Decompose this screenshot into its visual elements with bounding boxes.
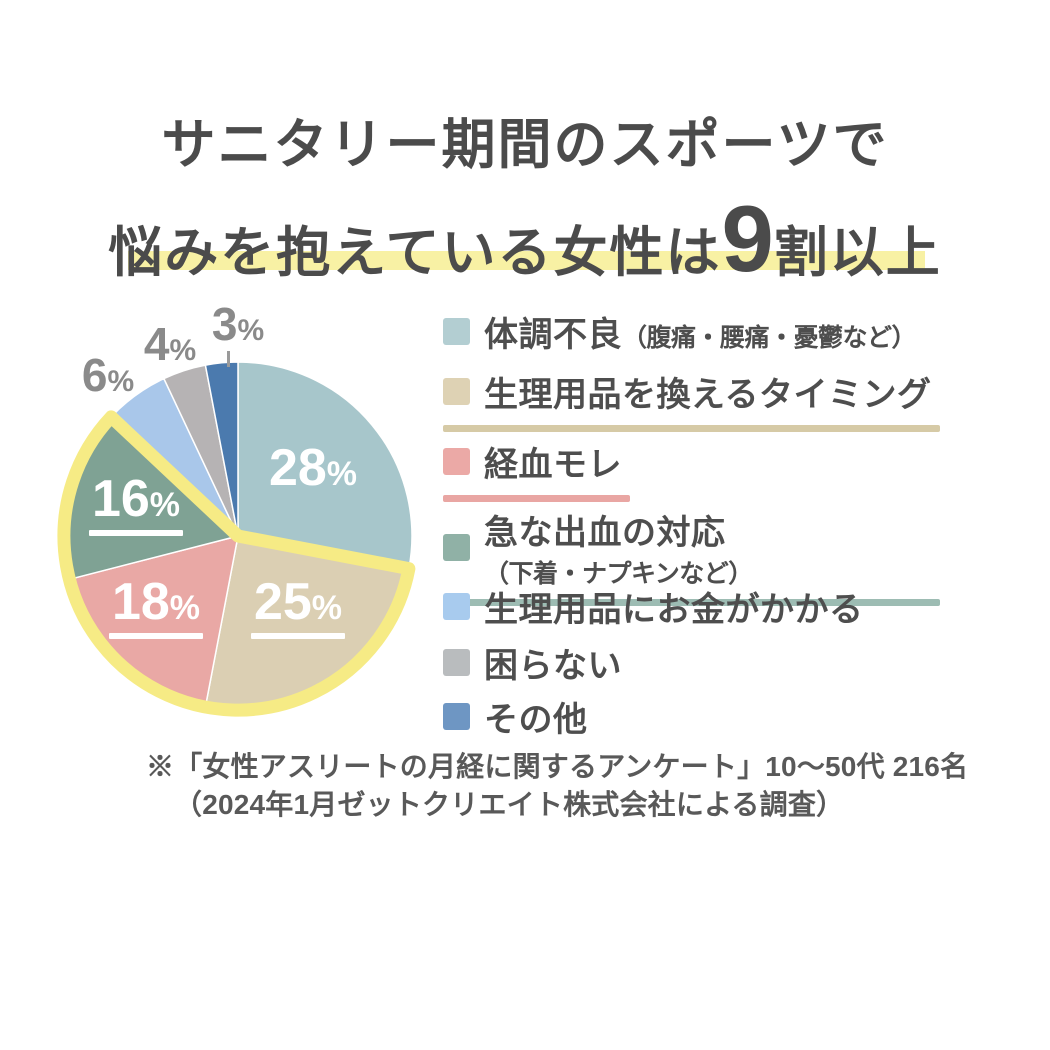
pie-label-value: 28 (268, 439, 327, 497)
pie-label-18: 18% (94, 576, 218, 639)
pie-label-value: 4 (143, 318, 170, 370)
legend-item-komaranai: 困らない (443, 638, 940, 687)
footnote: ※「女性アスリートの月経に関するアンケート」10〜50代 216名 （2024年… (146, 748, 968, 824)
legend-item-keiketsu-more: 経血モレ (443, 437, 940, 502)
percent-sign: % (149, 486, 181, 524)
legend-label: 体調不良 (484, 316, 622, 354)
percent-sign: % (169, 589, 201, 627)
legend-swatch (443, 534, 470, 561)
pie-label-underline (109, 633, 203, 639)
legend-label: その他 (484, 701, 588, 739)
legend-swatch (443, 593, 470, 620)
pie-label-underline (251, 633, 345, 639)
title: サニタリー期間のスポーツで 悩みを抱えている女性は9割以上 (0, 100, 1050, 286)
legend-label: 困らない (484, 647, 622, 685)
pie-slice-0 (237, 361, 413, 570)
footnote-line-2: （2024年1月ゼットクリエイト株式会社による調査） (174, 788, 845, 820)
title-line-1: サニタリー期間のスポーツで (161, 115, 889, 175)
legend-underline (443, 495, 630, 502)
pie-label-3: 3% (195, 301, 281, 347)
pie-label-4: 4% (127, 321, 213, 367)
percent-sign: % (169, 334, 197, 367)
legend-item-okane-ga-kakaru: 生理用品にお金がかかる (443, 582, 940, 631)
legend-swatch (443, 448, 470, 475)
percent-sign: % (311, 589, 343, 627)
legend-swatch (443, 318, 470, 345)
pie-label-25: 25% (236, 576, 360, 639)
pie-label-value: 3 (211, 298, 238, 350)
legend-item-kyuu-na-shukketsu: 急な出血の対応 （下着・ナプキンなど） (443, 505, 940, 606)
pie-slice-6 (204, 361, 239, 537)
pie-highlight-outline (57, 410, 416, 717)
legend-underline (443, 425, 940, 432)
legend-swatch (443, 378, 470, 405)
legend-swatch (443, 649, 470, 676)
pie-label-value: 16 (91, 470, 150, 528)
pie-label-16: 16% (74, 473, 198, 536)
pie-label-value: 25 (253, 573, 312, 631)
legend-item-seiriyouhin-timing: 生理用品を換えるタイミング (443, 367, 940, 432)
pie-label-value: 18 (111, 573, 170, 631)
title-highlight-bar (128, 251, 925, 270)
pie-label-underline (89, 530, 183, 536)
pie-label-28: 28% (251, 442, 375, 494)
legend-note: （腹痛・腰痛・憂鬱など） (622, 324, 917, 352)
percent-sign: % (107, 365, 135, 398)
percent-sign: % (237, 314, 265, 347)
percent-sign: % (326, 455, 358, 493)
legend-item-taichou-furyou: 体調不良（腹痛・腰痛・憂鬱など） (443, 307, 940, 356)
legend-label: 経血モレ (484, 446, 622, 484)
title-line-2-suffix: 割以上 (773, 223, 942, 283)
legend-underline (443, 599, 940, 606)
pie-label-value: 6 (81, 349, 108, 401)
legend-item-sonota: その他 (443, 692, 940, 741)
title-emphasis-number: 9 (721, 186, 774, 291)
title-line-2: 悩みを抱えている女性は9割以上 (0, 192, 1050, 286)
legend-label: 生理用品を換えるタイミング (484, 376, 932, 414)
pie-chart (57, 361, 416, 717)
legend-swatch (443, 703, 470, 730)
pie-label-leader-line (227, 351, 230, 367)
footnote-line-1: ※「女性アスリートの月経に関するアンケート」10〜50代 216名 (146, 751, 969, 782)
title-line-2-prefix: 悩みを抱えている女性は (108, 223, 722, 283)
legend-label: 生理用品にお金がかかる (484, 591, 864, 629)
legend-label: 急な出血の対応 (484, 514, 726, 552)
pie-label-6: 6% (62, 352, 154, 398)
legend-note: （下着・ナプキンなど） (484, 560, 753, 588)
